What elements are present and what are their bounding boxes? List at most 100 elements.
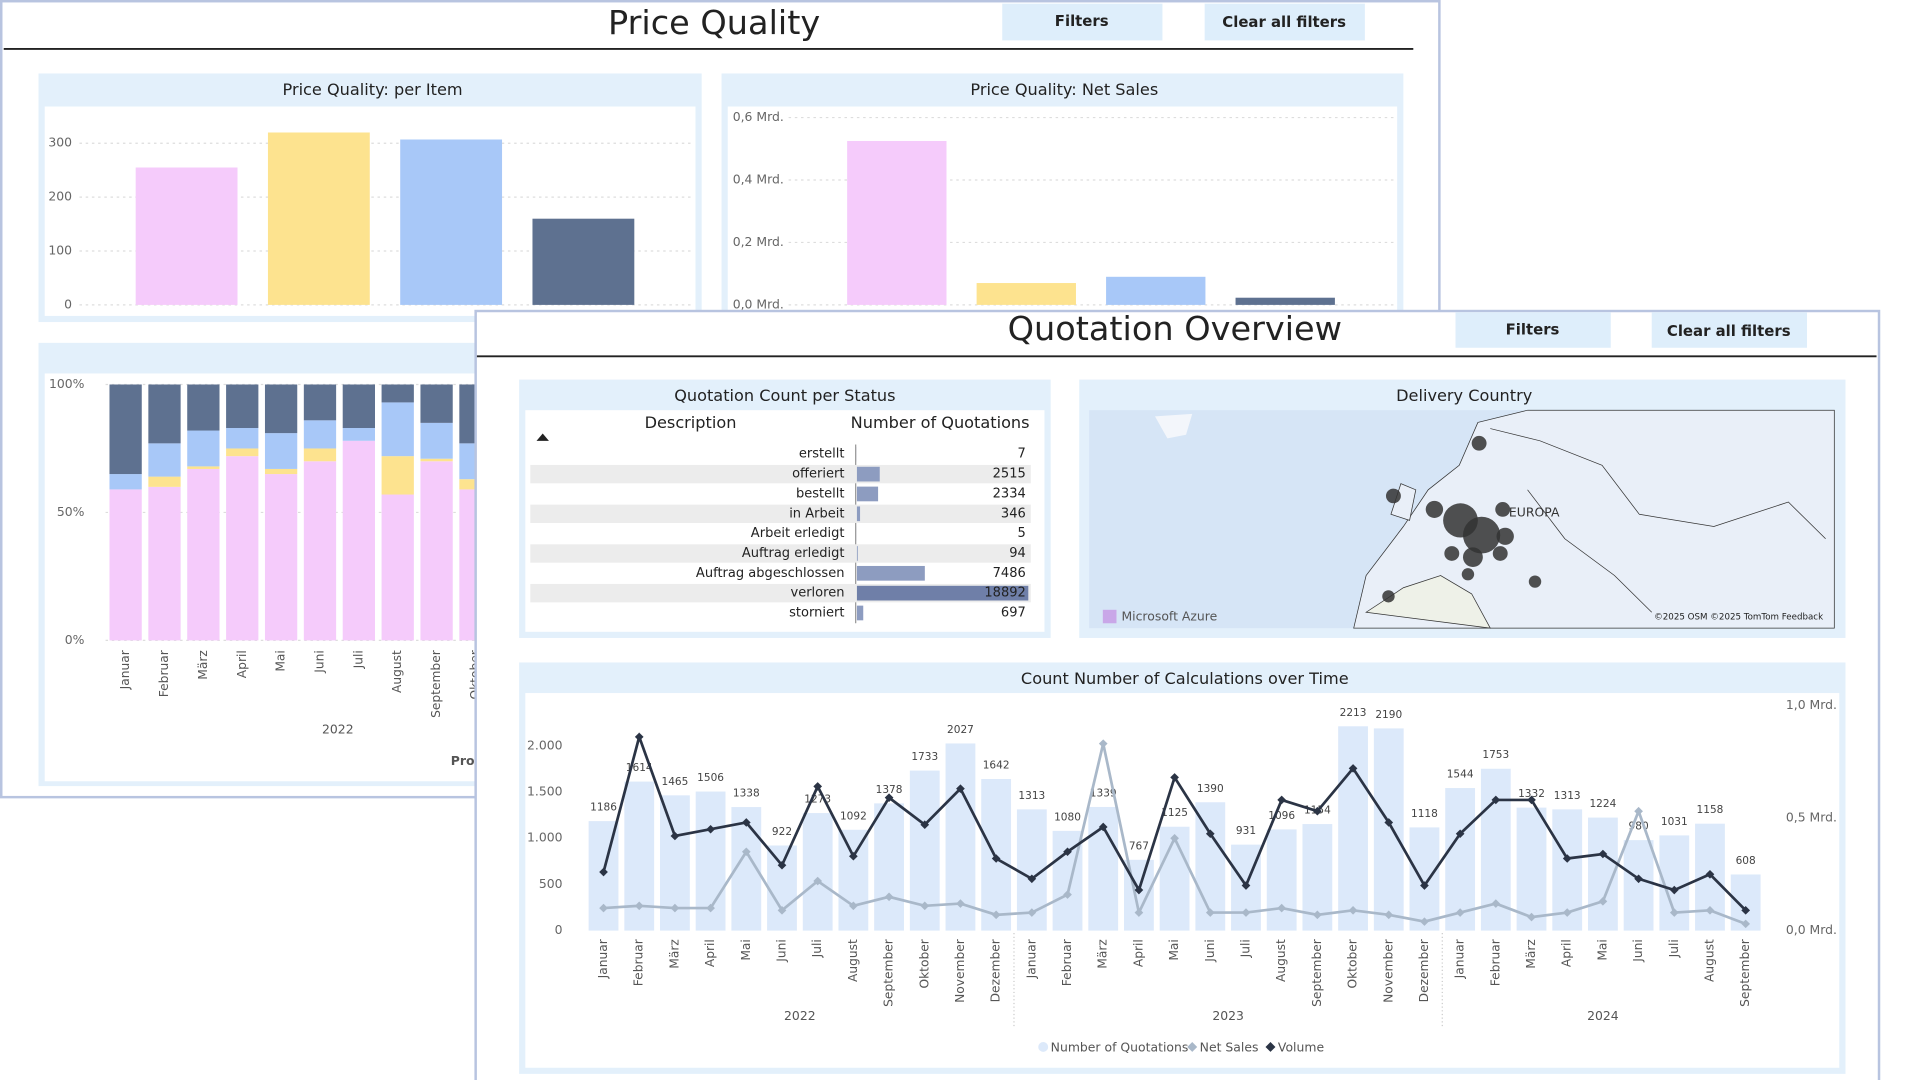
legend-label[interactable]: Number of Quotations xyxy=(1051,1041,1189,1055)
data-label: 2027 xyxy=(947,724,974,736)
marker xyxy=(1205,908,1215,917)
clear-label[interactable]: Clear all filters xyxy=(1222,14,1346,31)
marker xyxy=(1134,885,1144,895)
x-tick-label: November xyxy=(1381,938,1395,1003)
x-tick-label: Januar xyxy=(118,649,132,690)
bar-segment xyxy=(342,440,375,641)
marker xyxy=(813,876,823,886)
map-bubble[interactable] xyxy=(1471,435,1487,451)
data-label: 1544 xyxy=(1447,769,1474,781)
sort-indicator[interactable] xyxy=(536,433,549,441)
map: EUROPA Microsoft Azure ©2025 OSM ©2025 T… xyxy=(1089,409,1835,629)
marker xyxy=(1455,908,1465,917)
map-bubble[interactable] xyxy=(1461,568,1475,581)
row-stripe xyxy=(530,544,1031,563)
marker xyxy=(777,906,787,915)
data-label: 1273 xyxy=(804,794,831,806)
filters-label[interactable]: Filters xyxy=(1506,322,1560,339)
map-attribution[interactable]: ©2025 OSM ©2025 TomTom Feedback xyxy=(1654,613,1823,623)
map-bubble[interactable] xyxy=(1492,546,1508,561)
map-bubbles xyxy=(1382,435,1542,603)
bar xyxy=(1516,807,1547,931)
marker xyxy=(1598,849,1608,859)
bar-segment xyxy=(381,402,414,457)
bar-segment xyxy=(187,430,220,467)
row-value: 94 xyxy=(1009,546,1026,561)
x-tick-label: September xyxy=(1310,938,1324,1007)
map-bubble[interactable] xyxy=(1385,488,1401,504)
clear-button[interactable] xyxy=(1651,312,1807,348)
marker xyxy=(777,860,787,870)
bar xyxy=(1106,276,1206,305)
x-tick-label: August xyxy=(1702,939,1716,982)
map-bubble[interactable] xyxy=(1528,575,1542,588)
row-stripe xyxy=(530,464,1031,484)
x-tick-label: Juni xyxy=(774,939,788,963)
marker xyxy=(1063,847,1072,857)
map-bubble[interactable] xyxy=(1382,590,1395,603)
x-tick-label: Dezember xyxy=(989,938,1003,1002)
map-bubble[interactable] xyxy=(1444,546,1460,561)
x-tick-label: April xyxy=(235,650,249,678)
map-bubble[interactable] xyxy=(1496,527,1514,545)
map-bubble[interactable] xyxy=(1495,502,1511,517)
x-tick-label: Juni xyxy=(1631,939,1645,963)
y-tick-label: 1.500 xyxy=(527,785,563,799)
data-label: 931 xyxy=(1236,825,1256,837)
row-label: Arbeit erledigt xyxy=(751,526,845,541)
x-tick-label: Juni xyxy=(1203,939,1217,963)
clear-button[interactable] xyxy=(1204,3,1365,41)
map-bubble[interactable] xyxy=(1425,500,1444,518)
legend-label[interactable]: Net Sales xyxy=(1200,1041,1259,1055)
filters-button[interactable] xyxy=(1455,312,1611,348)
row-bar xyxy=(856,486,879,502)
marker xyxy=(741,847,751,857)
x-tick-label: Februar xyxy=(632,938,646,986)
filters-button[interactable] xyxy=(1002,3,1163,41)
chart-title: Count Number of Calculations over Time xyxy=(1021,669,1349,688)
data-label: 980 xyxy=(1629,821,1649,833)
marker xyxy=(670,831,680,841)
bar-segment xyxy=(342,384,375,428)
marker xyxy=(706,824,715,834)
marker xyxy=(670,903,680,913)
x-tick-label: März xyxy=(667,939,681,969)
marker xyxy=(884,892,894,902)
x-tick-label: November xyxy=(953,938,967,1003)
bar xyxy=(838,829,869,931)
bar-segment xyxy=(264,474,298,641)
map-brand: Microsoft Azure xyxy=(1121,610,1217,624)
map-region-label: EUROPA xyxy=(1509,506,1560,520)
y-tick-label: 200 xyxy=(48,190,72,204)
x-tick-label: Juli xyxy=(810,939,824,958)
marker xyxy=(991,910,1001,920)
clear-label[interactable]: Clear all filters xyxy=(1667,323,1791,340)
marker xyxy=(991,854,1001,863)
quotation-overview-window: Quotation Overview Filters Clear all fil… xyxy=(474,309,1881,1080)
row-label: in Arbeit xyxy=(789,506,844,521)
x-tick-label: Februar xyxy=(157,649,171,697)
x-tick-label: Mai xyxy=(739,939,753,960)
map-bubble[interactable] xyxy=(1462,516,1501,554)
marker xyxy=(1491,795,1501,805)
data-label: 1125 xyxy=(1161,807,1188,819)
row-bar xyxy=(856,506,861,522)
legend-label[interactable]: Volume xyxy=(1278,1041,1324,1055)
row-stripe xyxy=(530,504,1031,523)
filters-label[interactable]: Filters xyxy=(1055,13,1109,30)
data-label: 2190 xyxy=(1375,709,1402,721)
marker xyxy=(1205,829,1215,839)
marker xyxy=(1313,806,1322,816)
x-tick-label: Juli xyxy=(1667,939,1681,958)
map-border xyxy=(1490,428,1826,613)
marker xyxy=(1741,906,1751,915)
legend-swatch xyxy=(1038,1042,1049,1052)
marker xyxy=(634,732,644,742)
marker xyxy=(1705,906,1715,915)
row-bar xyxy=(856,605,864,621)
x-tick-label: September xyxy=(882,938,896,1007)
map-bubble[interactable] xyxy=(1462,547,1483,567)
bar-segment xyxy=(381,384,414,403)
x-tick-label: August xyxy=(846,939,860,982)
marker xyxy=(1277,795,1287,805)
